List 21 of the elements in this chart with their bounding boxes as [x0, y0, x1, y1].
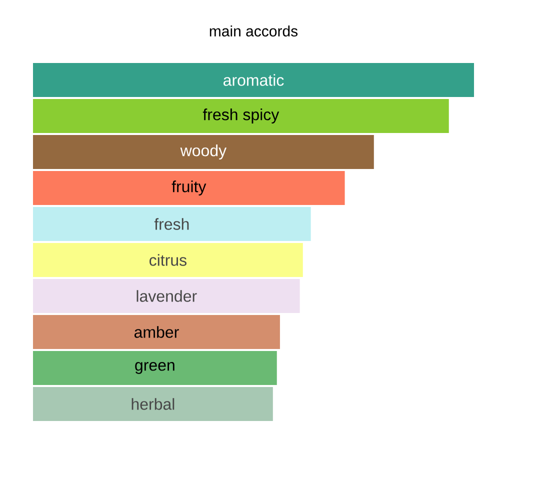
- bar: [33, 387, 273, 421]
- y-tick-label: amber: [134, 326, 179, 338]
- y-tick-label: fresh: [154, 218, 189, 230]
- y-tick-label: herbal: [132, 398, 174, 410]
- y-tick-label: aromatic: [224, 74, 284, 86]
- y-tick-label: lavender: [136, 290, 197, 302]
- y-tick-label: fruity: [172, 180, 206, 196]
- bar: [33, 63, 474, 97]
- y-tick-label: citrus: [150, 254, 186, 266]
- bar: [33, 207, 311, 241]
- bar: [33, 171, 345, 205]
- y-tick-label: woody: [180, 144, 227, 160]
- y-tick-label: fresh spicy: [202, 108, 280, 124]
- bar: [33, 243, 303, 277]
- bar: [33, 315, 280, 349]
- bar: [33, 99, 449, 133]
- bar: [33, 279, 300, 313]
- chart-title: main accords: [210, 25, 298, 36]
- bar: [33, 135, 374, 169]
- bar: [33, 351, 277, 385]
- y-tick-label: green: [135, 362, 174, 374]
